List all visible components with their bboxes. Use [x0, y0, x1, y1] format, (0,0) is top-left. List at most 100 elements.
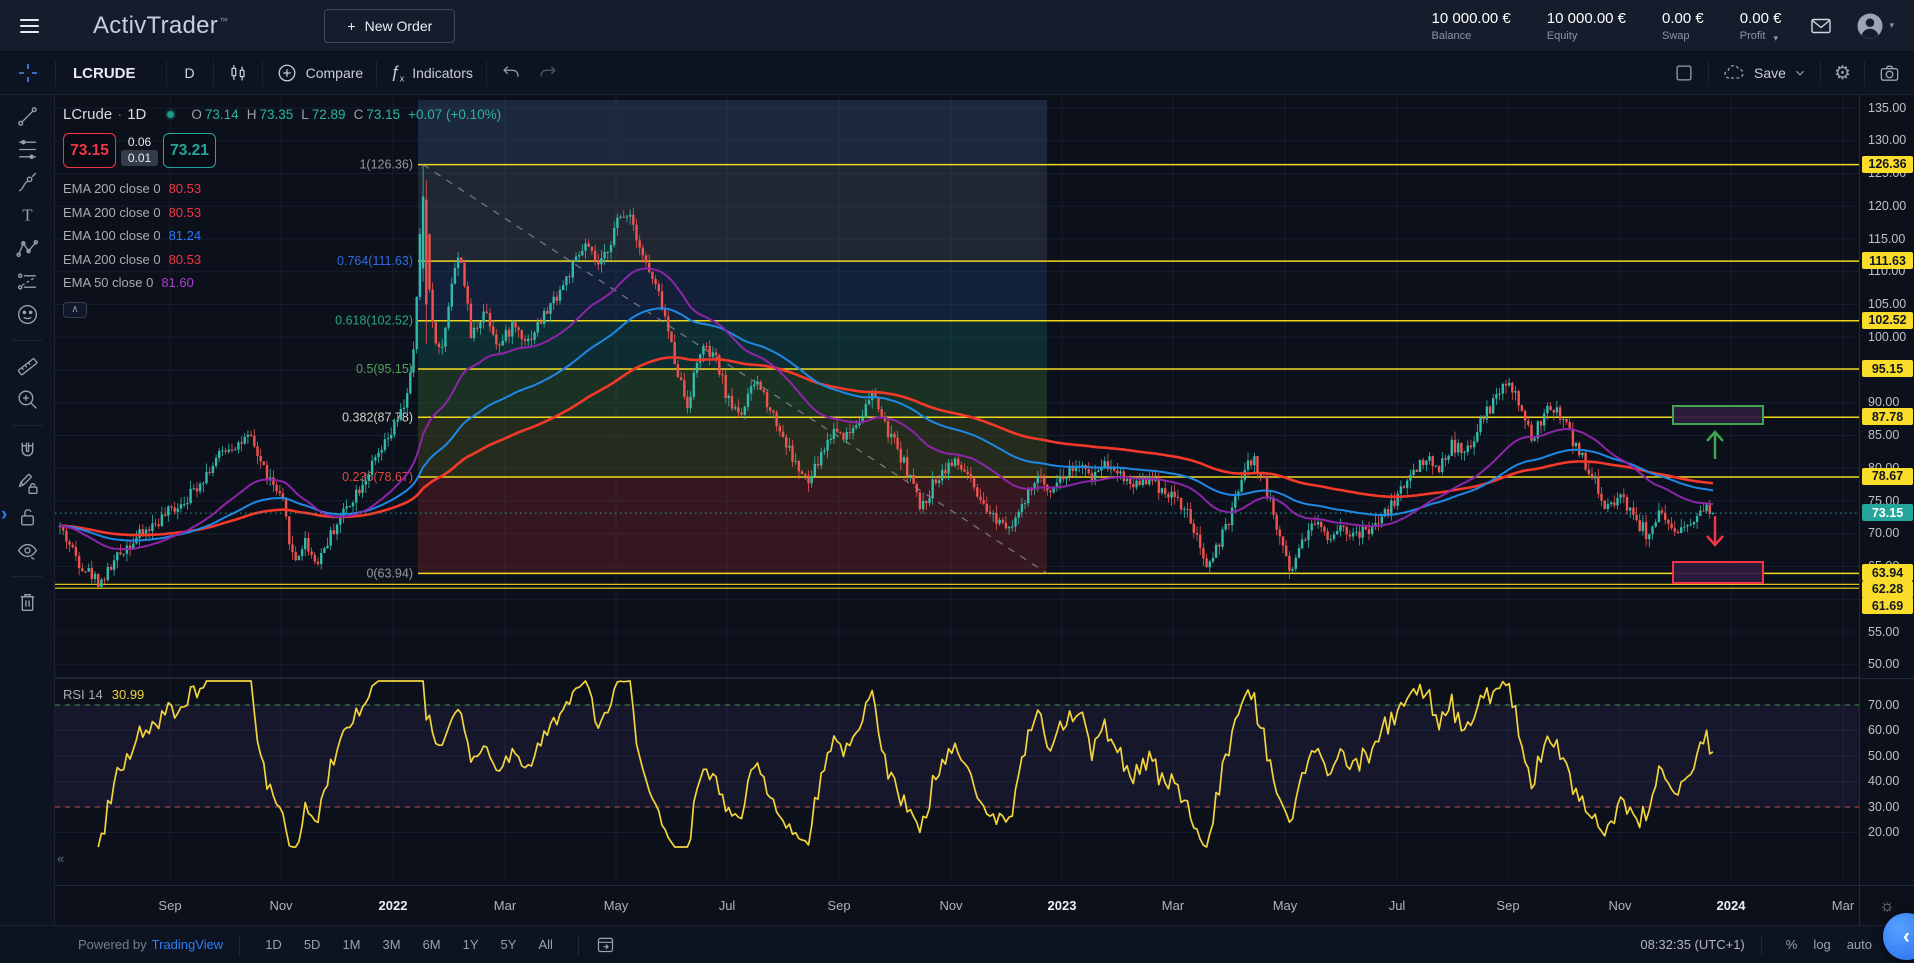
tradingview-link[interactable]: TradingView: [151, 937, 224, 952]
price-axis[interactable]: 135.00 130.00 125.00 120.00 115.00 110.00 105.…: [1859, 95, 1914, 885]
go-to-date-button[interactable]: [595, 934, 616, 955]
indicator-row[interactable]: EMA 100 close 0 81.24: [63, 224, 501, 248]
range-button-5d[interactable]: 5D: [303, 937, 321, 952]
scale-mode-log[interactable]: log: [1813, 937, 1831, 952]
time-tick: Mar: [1831, 898, 1855, 913]
indicator-name: EMA 200 close 0: [63, 204, 161, 220]
pane-separator[interactable]: [1860, 678, 1914, 679]
tool-emoji[interactable]: [7, 298, 47, 331]
change-value: +0.07 (+0.10%): [408, 106, 502, 122]
fib-bands: [418, 100, 1047, 574]
indicator-row[interactable]: EMA 200 close 0 80.53: [63, 248, 501, 272]
price-chart-svg[interactable]: 1(126.36) 0.764(111.63) 0.618(102.52) 0.5(9…: [55, 95, 1859, 883]
chart-style-button[interactable]: [214, 52, 262, 94]
tool-magnet[interactable]: [7, 435, 47, 468]
price-tick: 130.00: [1868, 133, 1907, 148]
indicator-value: 80.53: [168, 204, 202, 220]
chart-legend: LCrude · 1D O 73.14 H 73.35 L 72.89 C 73.15 +0.…: [63, 102, 501, 318]
tool-xabcd-pattern[interactable]: [7, 232, 47, 265]
level-badge: 78.67: [1862, 467, 1913, 485]
tool-fib-retracement[interactable]: [7, 133, 47, 166]
ohlc-values: O 73.14 H 73.35 L 72.89 C 73.15: [191, 107, 400, 122]
bid-button[interactable]: 73.15: [63, 133, 116, 168]
pane-collapse-icon[interactable]: «: [57, 851, 65, 866]
legend-symbol[interactable]: LCrude: [63, 105, 113, 123]
save-button[interactable]: Save: [1709, 52, 1820, 94]
range-button-3m[interactable]: 3M: [382, 937, 401, 952]
ema-line[interactable]: [59, 267, 1714, 551]
session-clock[interactable]: 08:32:35 (UTC+1): [1640, 937, 1745, 952]
indicator-value: 80.53: [168, 181, 202, 197]
cursor-tool-button[interactable]: [0, 52, 55, 94]
rsi-tick: 40.00: [1868, 774, 1900, 788]
mail-icon[interactable]: [1809, 14, 1833, 38]
tool-ruler[interactable]: [7, 350, 47, 383]
text-icon: T: [22, 206, 32, 225]
indicators-button[interactable]: ƒx Indicators: [390, 62, 473, 84]
svg-text:0(63.94): 0(63.94): [366, 566, 413, 580]
chart-toolbar: LCRUDE D Compare ƒx Indicators Save ⚙: [0, 52, 1914, 95]
rsi-line: [97, 680, 1714, 848]
brush-icon: [18, 172, 36, 192]
emoji-icon: [17, 304, 37, 325]
xabcd-pattern-icon: [15, 240, 38, 257]
powered-by-text: Powered by: [78, 937, 147, 952]
range-button-6m[interactable]: 6M: [422, 937, 441, 952]
tool-text[interactable]: T: [7, 199, 47, 232]
ask-button[interactable]: 73.21: [163, 133, 216, 168]
chart-settings-button[interactable]: ⚙: [1821, 52, 1864, 94]
scale-mode-%[interactable]: %: [1785, 937, 1798, 952]
rsi-value: 30.99: [111, 687, 145, 702]
undo-button[interactable]: [487, 52, 535, 94]
compare-button[interactable]: Compare: [263, 52, 377, 94]
tool-brush[interactable]: [7, 166, 47, 199]
drawing-lock-icon: [18, 473, 38, 495]
symbol-button[interactable]: LCRUDE: [73, 64, 136, 82]
range-button-5y[interactable]: 5Y: [500, 937, 517, 952]
range-button-1m[interactable]: 1M: [342, 937, 361, 952]
tool-trend-line[interactable]: [7, 100, 47, 133]
menu-icon[interactable]: [20, 18, 39, 33]
time-axis[interactable]: Sep Nov 2022 Mar May Jul Sep Nov 2023 Mar May Jul Se…: [55, 885, 1859, 925]
indicator-row[interactable]: EMA 200 close 0 80.53: [63, 177, 501, 201]
range-button-all[interactable]: All: [538, 937, 553, 952]
redo-button[interactable]: [535, 52, 572, 94]
top-bar: ActivTrader™ + New Order 10 000.00 € Bala…: [0, 0, 1914, 52]
price-tick: 55.00: [1868, 624, 1900, 639]
watchlist-open-tab[interactable]: ›: [1, 504, 8, 525]
ema-line[interactable]: [59, 307, 1714, 542]
collapse-panel-button[interactable]: ‹: [1883, 913, 1914, 960]
range-button-1y[interactable]: 1Y: [462, 937, 479, 952]
market-status-dot[interactable]: [165, 108, 177, 120]
price-tick: 100.00: [1868, 329, 1907, 344]
account-chip-profit[interactable]: 0.00 € Profit ▾: [1739, 9, 1782, 44]
level-badge: 126.36: [1862, 155, 1913, 173]
tool-remove-drawings[interactable]: [7, 586, 47, 619]
annotations[interactable]: [1672, 405, 1764, 584]
fib-trend-line[interactable]: [422, 164, 1048, 574]
new-order-button[interactable]: + New Order: [324, 8, 456, 43]
spread-high: 0.06: [127, 135, 152, 149]
layout-button[interactable]: [1660, 52, 1708, 94]
indicator-row[interactable]: EMA 200 close 0 80.53: [63, 201, 501, 225]
chart-pane[interactable]: 1(126.36) 0.764(111.63) 0.618(102.52) 0.5(9…: [55, 95, 1859, 885]
interval-button[interactable]: D: [184, 65, 195, 81]
legend-collapse-button[interactable]: ∧: [63, 301, 87, 318]
rsi-label: RSI 14: [63, 687, 103, 702]
tool-drawing-lock[interactable]: [7, 468, 47, 501]
scale-mode-auto[interactable]: auto: [1846, 937, 1872, 952]
tool-zoom-in[interactable]: [7, 383, 47, 416]
spread-display: 0.06 0.01: [116, 135, 163, 166]
indicator-row[interactable]: EMA 50 close 0 81.60: [63, 271, 501, 295]
price-tick: 85.00: [1868, 428, 1900, 442]
user-avatar[interactable]: ▾: [1855, 11, 1894, 41]
fib-levels[interactable]: 1(126.36) 0.764(111.63) 0.618(102.52) 0.5(9…: [55, 158, 1859, 589]
ruler-icon: [17, 358, 37, 376]
tool-lock-all[interactable]: [7, 501, 47, 534]
snapshot-button[interactable]: [1865, 52, 1914, 94]
range-button-1d[interactable]: 1D: [265, 937, 282, 952]
tool-forecast[interactable]: [7, 265, 47, 298]
price-tick: 120.00: [1868, 198, 1907, 213]
tool-hide-drawings[interactable]: [7, 534, 47, 567]
toolbar-divider: [11, 340, 43, 341]
